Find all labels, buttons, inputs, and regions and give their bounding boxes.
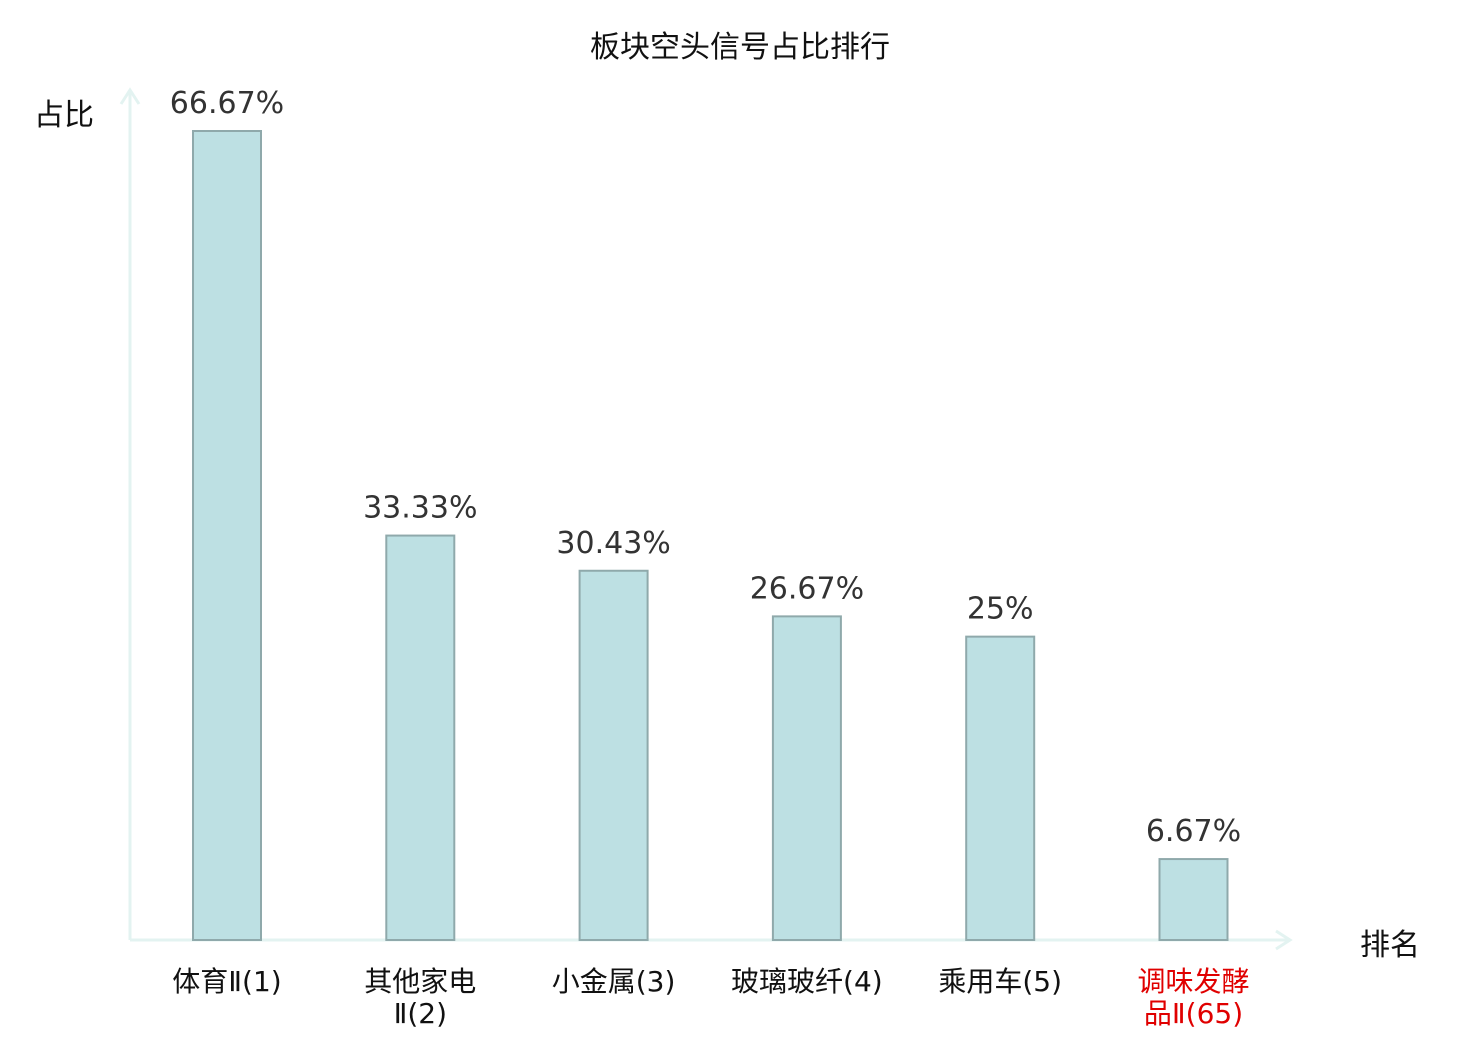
bar xyxy=(1158,858,1229,941)
value-label: 33.33% xyxy=(363,491,477,526)
category-label: 乘用车(5) xyxy=(938,965,1063,998)
bar xyxy=(192,130,262,941)
value-label: 26.67% xyxy=(750,571,864,606)
x-axis-arrow xyxy=(1275,929,1293,951)
value-label: 6.67% xyxy=(1146,814,1241,849)
axes xyxy=(119,87,1293,951)
chart-title: 板块空头信号占比排行 xyxy=(590,30,890,65)
category-label: 小金属(3) xyxy=(551,965,676,998)
value-label: 25% xyxy=(967,592,1034,627)
category-label: 调味发酵 品Ⅱ(65) xyxy=(1137,965,1250,1030)
y-axis-label: 占比 xyxy=(34,98,94,133)
x-axis-label: 排名 xyxy=(1360,928,1420,963)
bar xyxy=(578,569,649,941)
bar xyxy=(771,615,842,941)
value-label: 66.67% xyxy=(170,86,284,121)
value-label: 30.43% xyxy=(556,526,670,561)
y-axis-arrow xyxy=(119,87,141,105)
bar xyxy=(385,534,456,941)
category-label: 玻璃玻纤(4) xyxy=(731,965,883,998)
value-labels-group: 66.67% 33.33% 30.43% 26.67% 25% 6.67% xyxy=(170,86,1241,849)
category-label: 其他家电 Ⅱ(2) xyxy=(364,965,477,1030)
bars-group xyxy=(192,130,1229,942)
category-label: 体育Ⅱ(1) xyxy=(172,965,282,998)
bar xyxy=(965,635,1036,942)
